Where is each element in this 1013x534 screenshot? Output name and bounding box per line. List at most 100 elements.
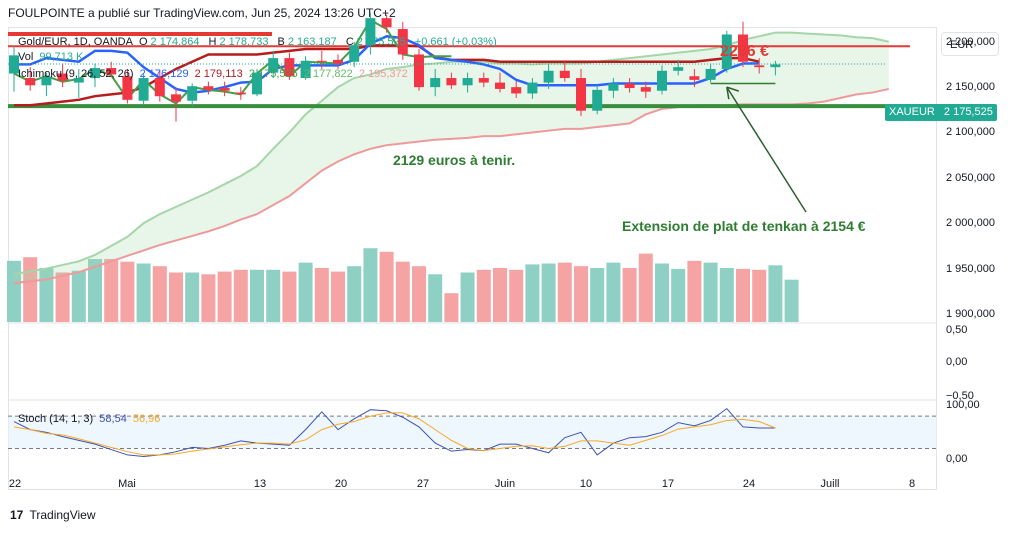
annotation-arrow-head (726, 86, 740, 92)
candle-body (25, 78, 36, 86)
time-tick-label: 8 (908, 478, 916, 490)
price-tick-label: 2 050,000 (946, 171, 995, 184)
candle-body (154, 78, 165, 97)
candle-body (705, 68, 716, 80)
candle-body (430, 78, 441, 88)
volume-bar (476, 269, 491, 322)
macd-tick-label: 0,50 (946, 324, 968, 336)
candle-body (219, 88, 230, 91)
ichimoku-chikou-line (13, 18, 452, 105)
volume-bar (120, 261, 135, 322)
candle-body (300, 60, 311, 79)
volume-bar (136, 263, 151, 322)
volume-label[interactable]: Vol (18, 51, 34, 63)
low-label: B (277, 36, 285, 48)
candle-body (770, 64, 781, 68)
volume-bar (88, 259, 102, 322)
candle-body (397, 29, 408, 55)
annotation-arrow (726, 86, 807, 213)
volume-legend: Vol 99,713 K (18, 51, 86, 63)
ichimoku-cloud (14, 32, 889, 284)
volume-bar (703, 262, 718, 322)
candle-body (592, 89, 603, 111)
volume-bar (7, 260, 21, 322)
volume-bar (444, 293, 459, 322)
volume-bar (282, 271, 297, 322)
volume-bar (541, 263, 556, 322)
time-tick-label: 22 (8, 478, 22, 490)
candle-body (235, 92, 246, 95)
close-label: C (345, 36, 354, 48)
ichimoku-kijun-line (14, 44, 760, 107)
volume-bar (687, 260, 702, 322)
ichimoku-tenkan-line (14, 35, 760, 94)
symbol-title[interactable]: Gold/EUR, 1D, OANDA (18, 36, 133, 48)
tradingview-logo[interactable]: 17 TradingView (10, 508, 96, 522)
candle-body (381, 18, 392, 28)
candle-body (543, 70, 554, 83)
candle-body (527, 82, 538, 94)
time-tick-label: 17 (661, 478, 675, 490)
candle-body (576, 78, 586, 111)
candle-body (640, 87, 651, 92)
candle-body (333, 59, 343, 64)
chart-frame (8, 27, 937, 490)
volume-bar (169, 272, 183, 322)
publisher-header: FOULPOINTE a publié sur TradingView.com,… (8, 6, 396, 20)
ichimoku-legend: Ichimoku (9, 26, 52, 26) 2 176,129 2 179… (18, 68, 411, 80)
ichimoku-span-a-value: 2 177,822 (303, 68, 353, 80)
currency-button[interactable]: EUR (941, 32, 999, 56)
tradingview-logo-text: TradingView (29, 508, 96, 522)
volume-bar (525, 264, 540, 322)
candle-body (349, 45, 360, 62)
volume-value: 99,713 K (39, 51, 84, 63)
volume-bar (655, 263, 669, 322)
ichimoku-label[interactable]: Ichimoku (9, 26, 52, 26) (18, 68, 134, 80)
support-annotation: 2129 euros à tenir. (393, 152, 516, 168)
stoch-band-fill (8, 416, 937, 449)
volume-bar (347, 266, 362, 322)
time-tick-label: 24 (742, 478, 756, 490)
volume-bar (266, 269, 281, 322)
candle-body (187, 86, 198, 101)
volume-bar (395, 261, 410, 322)
candle-body (57, 73, 68, 81)
volume-bar (71, 270, 86, 322)
close-value: 2 175,525 (356, 36, 406, 48)
price-tag-symbol: XAUEUR (889, 106, 935, 118)
candle-body (138, 78, 149, 101)
macd-tick-label: 0,00 (946, 356, 968, 368)
volume-bar (622, 268, 637, 322)
candle-body (122, 76, 133, 100)
time-tick-label: 20 (334, 478, 348, 490)
volume-bar (671, 268, 686, 322)
time-tick-label: Mai (118, 478, 136, 490)
price-tick-label: 2 150,000 (946, 81, 995, 94)
candle-body (462, 78, 473, 86)
time-tick-label: 10 (579, 478, 593, 490)
tenkan-annotation: Extension de plat de tenkan à 2154 € (622, 218, 866, 234)
volume-bar (412, 266, 426, 322)
volume-bar (428, 274, 443, 322)
volume-bar (250, 269, 264, 322)
volume-bar (784, 279, 799, 322)
candle-body (657, 70, 667, 91)
candle-body (624, 83, 635, 89)
volume-bar (638, 253, 653, 322)
volume-bar (460, 272, 475, 322)
volume-bar (719, 268, 734, 322)
candle-body (203, 86, 214, 90)
candle-body (738, 34, 748, 62)
candle-body (754, 65, 765, 68)
candle-body (284, 58, 295, 77)
stoch-tick-label: 100,00 (946, 399, 980, 412)
volume-bar (331, 271, 345, 322)
candle-body (41, 77, 52, 86)
volume-bar (493, 268, 507, 322)
price-tick-label: 1 900,000 (946, 307, 995, 320)
target-annotation: 2286 € (720, 43, 769, 60)
stoch-label[interactable]: Stoch (14, 1, 3) (18, 413, 94, 425)
stoch-k-line (13, 407, 776, 458)
